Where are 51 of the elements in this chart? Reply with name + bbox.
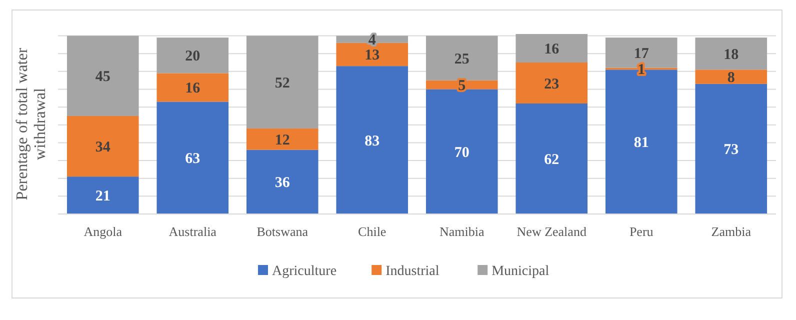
- data-label: 83: [364, 133, 380, 150]
- data-label: 36: [274, 175, 290, 192]
- data-label: 8: [727, 70, 735, 86]
- bar: [156, 73, 229, 102]
- x-tick-label: Botswana: [256, 224, 308, 239]
- bar: [246, 150, 318, 214]
- data-label: 25: [454, 51, 470, 68]
- data-label: 18: [724, 46, 739, 63]
- bar: [66, 36, 139, 116]
- data-label: 34: [95, 140, 111, 156]
- bar: [426, 89, 498, 214]
- bar: [336, 42, 408, 66]
- data-label: 62: [544, 152, 560, 168]
- data-label: 73: [724, 142, 739, 158]
- bar: [156, 38, 229, 74]
- bar: [246, 128, 318, 150]
- bar: [426, 36, 498, 80]
- data-label: 63: [185, 151, 200, 168]
- data-label: 52: [274, 75, 290, 92]
- x-tick-label: Angola: [84, 224, 122, 239]
- bar: [156, 102, 229, 214]
- bar: [246, 36, 318, 128]
- x-tick-label: New Zealand: [516, 224, 587, 239]
- data-label: 23: [544, 76, 560, 92]
- data-label: 17: [634, 46, 650, 62]
- bar: [695, 84, 768, 214]
- legend-label: Industrial: [386, 264, 440, 279]
- bar: [516, 62, 588, 104]
- data-label: 21: [95, 188, 110, 205]
- bar: [516, 104, 588, 214]
- data-label: 16: [544, 42, 560, 58]
- bar: [695, 38, 768, 70]
- data-label: 45: [95, 69, 110, 86]
- bar: [66, 116, 139, 177]
- y-axis-title: Perentage of total water withdrawal: [14, 47, 50, 200]
- x-tick-label: Peru: [629, 224, 654, 239]
- data-label: 70: [454, 144, 470, 161]
- bar: [66, 176, 139, 214]
- x-tick-label: Namibia: [439, 224, 484, 239]
- bar: [516, 34, 588, 63]
- data-label: 16: [185, 80, 201, 97]
- x-tick-label: Australia: [168, 224, 217, 239]
- x-tick-label: Chile: [358, 224, 386, 239]
- data-label: 20: [185, 48, 200, 65]
- bar: [336, 66, 408, 214]
- legend-label: Municipal: [492, 264, 550, 279]
- legend-label: Agriculture: [272, 264, 337, 279]
- data-label: 81: [634, 135, 649, 152]
- x-tick-label: Zambia: [711, 224, 752, 239]
- data-label: 13: [364, 48, 380, 64]
- data-label: 12: [274, 132, 290, 148]
